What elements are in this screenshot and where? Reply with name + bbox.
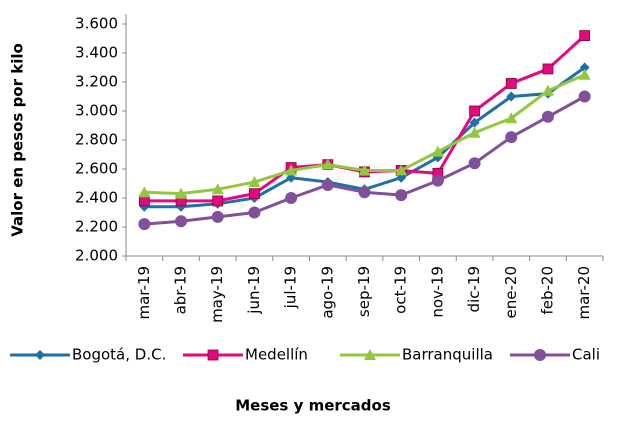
marker — [468, 157, 481, 170]
x-tick-label: ago-19 — [318, 266, 336, 319]
y-tick-label: 2.400 — [75, 189, 118, 207]
marker — [321, 158, 334, 170]
marker — [506, 91, 517, 102]
legend-marker — [207, 349, 219, 361]
marker — [285, 192, 298, 204]
marker — [175, 187, 188, 199]
x-tick-label: mar-19 — [135, 266, 153, 320]
x-tick-label: may-19 — [208, 266, 226, 323]
marker — [541, 110, 554, 123]
marker — [175, 215, 188, 228]
marker — [248, 176, 261, 188]
y-tick-label: 2.000 — [75, 247, 118, 265]
marker — [395, 189, 408, 202]
y-tick-label: 3.200 — [75, 73, 118, 91]
marker — [358, 186, 371, 199]
x-tick-label: mar-20 — [575, 266, 593, 320]
marker — [212, 195, 224, 207]
legend-marker — [35, 350, 45, 360]
marker — [469, 105, 480, 117]
x-tick-label: jun-19 — [245, 266, 263, 315]
marker — [579, 62, 590, 73]
x-tick-label: ene-20 — [502, 266, 520, 318]
legend-label: Barranquilla — [402, 346, 493, 364]
marker — [431, 174, 444, 187]
y-tick-label: 2.600 — [75, 160, 118, 178]
marker — [505, 112, 518, 124]
marker — [431, 145, 444, 157]
legend-label: Bogotá, D.C. — [72, 346, 166, 364]
marker — [138, 195, 150, 207]
legend-label: Cali — [572, 346, 600, 364]
x-tick-label: sep-19 — [355, 266, 373, 317]
marker — [138, 218, 151, 231]
marker — [468, 126, 481, 138]
x-tick-label: oct-19 — [392, 266, 410, 314]
x-tick-label: feb-20 — [538, 266, 556, 315]
marker — [285, 164, 298, 176]
marker — [249, 188, 260, 200]
marker — [321, 178, 334, 191]
legend-marker — [534, 349, 546, 361]
marker — [211, 210, 224, 223]
y-tick-label: 3.400 — [75, 44, 118, 62]
y-tick-label: 2.200 — [75, 218, 118, 236]
marker — [505, 131, 518, 144]
marker — [211, 183, 224, 195]
marker — [578, 68, 591, 80]
x-tick-label: dic-19 — [465, 266, 483, 312]
x-tick-label: nov-19 — [428, 266, 446, 318]
marker — [505, 78, 517, 89]
marker — [469, 117, 480, 128]
marker — [358, 164, 371, 176]
marker — [248, 206, 261, 219]
x-tick-label: abr-19 — [172, 266, 190, 314]
marker — [579, 30, 591, 42]
y-tick-label: 3.600 — [75, 15, 118, 33]
legend-label: Medellín — [245, 346, 308, 364]
y-tick-label: 2.800 — [75, 131, 118, 149]
marker — [578, 90, 591, 103]
y-axis-title: Valor en pesos por kilo — [9, 43, 27, 237]
x-tick-label: jul-19 — [282, 266, 300, 309]
marker — [138, 186, 151, 198]
legend-marker — [364, 349, 376, 360]
marker — [395, 164, 408, 176]
x-axis-title: Meses y mercados — [235, 397, 391, 415]
marker — [541, 84, 554, 96]
marker — [542, 63, 554, 75]
y-tick-label: 3.000 — [75, 102, 118, 120]
